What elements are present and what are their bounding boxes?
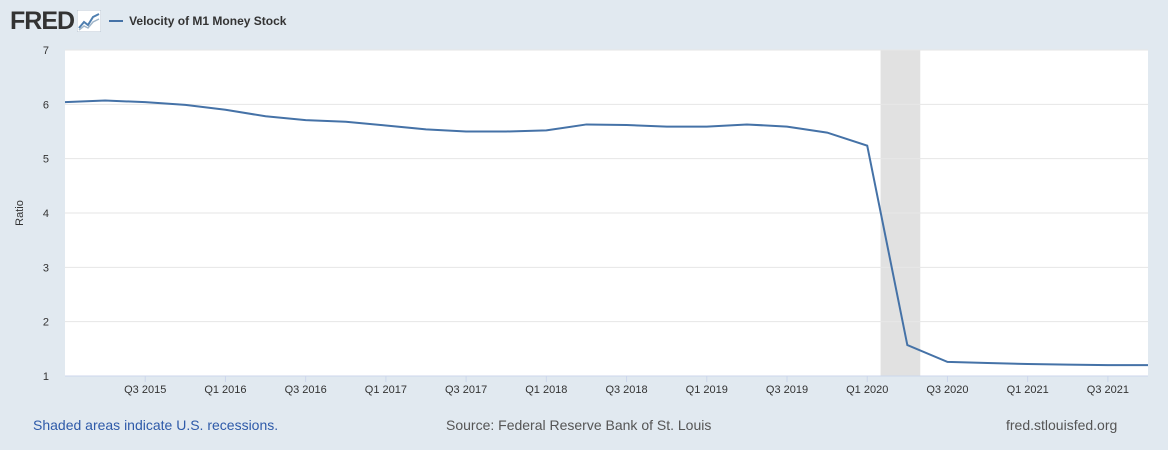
chart-legend[interactable]: Velocity of M1 Money Stock bbox=[109, 14, 286, 28]
series-line-m1-velocity[interactable] bbox=[64, 99, 1148, 367]
fred-logo[interactable]: FRED bbox=[10, 7, 75, 35]
legend-label: Velocity of M1 Money Stock bbox=[129, 14, 287, 28]
x-tick-label: Q1 2016 bbox=[204, 384, 246, 396]
chart-header: FRED Velocity of M1 Money Stock bbox=[10, 6, 286, 36]
x-tick-label: Q3 2016 bbox=[285, 384, 327, 396]
y-tick-label: 4 bbox=[43, 208, 49, 220]
fred-graph-icon bbox=[77, 10, 102, 32]
recession-note-link[interactable]: Shaded areas indicate U.S. recessions. bbox=[33, 417, 279, 433]
y-tick-label: 3 bbox=[43, 262, 49, 274]
y-tick-label: 1 bbox=[43, 371, 49, 383]
y-tick-label: 5 bbox=[43, 154, 49, 166]
gridlines bbox=[65, 49, 1148, 377]
x-tick-label: Q1 2020 bbox=[846, 384, 888, 396]
x-axis-ticks: Q3 2015 Q1 2016 Q3 2016 Q1 2017 Q3 2017 Q1 20… bbox=[124, 376, 1129, 396]
source-text: Source: Federal Reserve Bank of St. Loui… bbox=[446, 417, 712, 433]
x-tick-label: Q1 2021 bbox=[1007, 384, 1049, 396]
y-axis-ticks: 1 2 3 4 5 6 7 bbox=[43, 45, 49, 383]
legend-swatch bbox=[109, 20, 124, 22]
x-tick-label: Q1 2017 bbox=[365, 384, 407, 396]
x-tick-label: Q3 2017 bbox=[445, 384, 487, 396]
x-tick-label: Q3 2021 bbox=[1087, 384, 1129, 396]
y-tick-label: 2 bbox=[43, 317, 49, 329]
x-tick-label: Q3 2019 bbox=[766, 384, 808, 396]
x-tick-label: Q3 2015 bbox=[124, 384, 166, 396]
x-tick-label: Q3 2018 bbox=[605, 384, 647, 396]
x-tick-label: Q3 2020 bbox=[926, 384, 968, 396]
y-tick-label: 7 bbox=[43, 45, 49, 57]
y-axis-label: Ratio bbox=[14, 200, 26, 226]
x-tick-label: Q1 2018 bbox=[525, 384, 567, 396]
y-tick-label: 6 bbox=[43, 99, 49, 111]
site-text: fred.stlouisfed.org bbox=[1006, 417, 1118, 433]
x-tick-label: Q1 2019 bbox=[686, 384, 728, 396]
